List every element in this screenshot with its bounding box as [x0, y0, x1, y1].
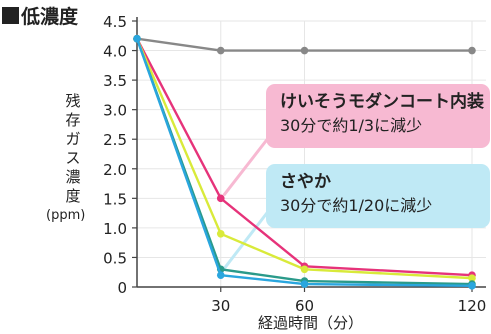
y-tick-label: 4.5	[103, 13, 127, 31]
data-point	[216, 230, 225, 238]
data-point	[216, 46, 225, 55]
x-tick-label: 60	[295, 297, 314, 315]
series-line-1	[135, 38, 473, 277]
callout-keisou: けいそうモダンコート内装 30分で約1/3に減少	[266, 84, 490, 148]
callout-sayaka-title: さやか	[280, 172, 331, 192]
data-point	[468, 282, 476, 290]
y-tick-label: 0	[117, 279, 127, 297]
callout-sayaka: さやか 30分で約1/20に減少	[266, 164, 490, 228]
x-tick-label: 30	[211, 297, 230, 315]
y-tick-label: 3.0	[103, 102, 127, 120]
y-tick-label: 0.5	[103, 249, 127, 267]
series-line-4	[135, 38, 473, 288]
series-line-0	[136, 37, 472, 52]
x-axis-label: 経過時間（分）	[258, 314, 364, 332]
title-square-icon	[2, 7, 19, 24]
series-lines	[133, 34, 476, 290]
tick-labels: 0 0.5 1.0 1.5 2.0 2.5 3.0 3.5 4.0 4.5 30 60 120	[103, 13, 486, 315]
x-tick-label: 120	[458, 297, 487, 315]
y-tick-label: 2.0	[103, 161, 127, 179]
chart-title: 低濃度	[2, 2, 78, 29]
data-point	[216, 194, 225, 203]
y-tick-label: 3.5	[103, 72, 127, 90]
chart-title-text: 低濃度	[21, 6, 79, 28]
callout-keisou-title: けいそうモダンコート内装	[280, 92, 484, 112]
callout-sayaka-detail: 30分で約1/20に減少	[280, 196, 433, 215]
series-line-2	[135, 38, 473, 280]
y-tick-label: 2.5	[103, 131, 127, 149]
data-point	[468, 274, 476, 282]
y-axis-label: 残存ガス濃度	[65, 92, 81, 205]
y-tick-label: 1.0	[103, 220, 127, 238]
y-axis-unit: (ppm)	[46, 208, 86, 223]
data-point	[216, 271, 225, 279]
data-point	[468, 46, 476, 55]
callout-keisou-detail: 30分で約1/3に減少	[280, 116, 423, 135]
gridlines	[137, 20, 486, 287]
y-tick-label: 1.5	[103, 190, 127, 208]
data-point	[300, 265, 309, 274]
data-point	[133, 34, 141, 43]
y-tick-label: 4.0	[103, 43, 127, 61]
data-point	[300, 280, 309, 288]
data-point	[300, 46, 309, 55]
axes	[132, 17, 486, 292]
